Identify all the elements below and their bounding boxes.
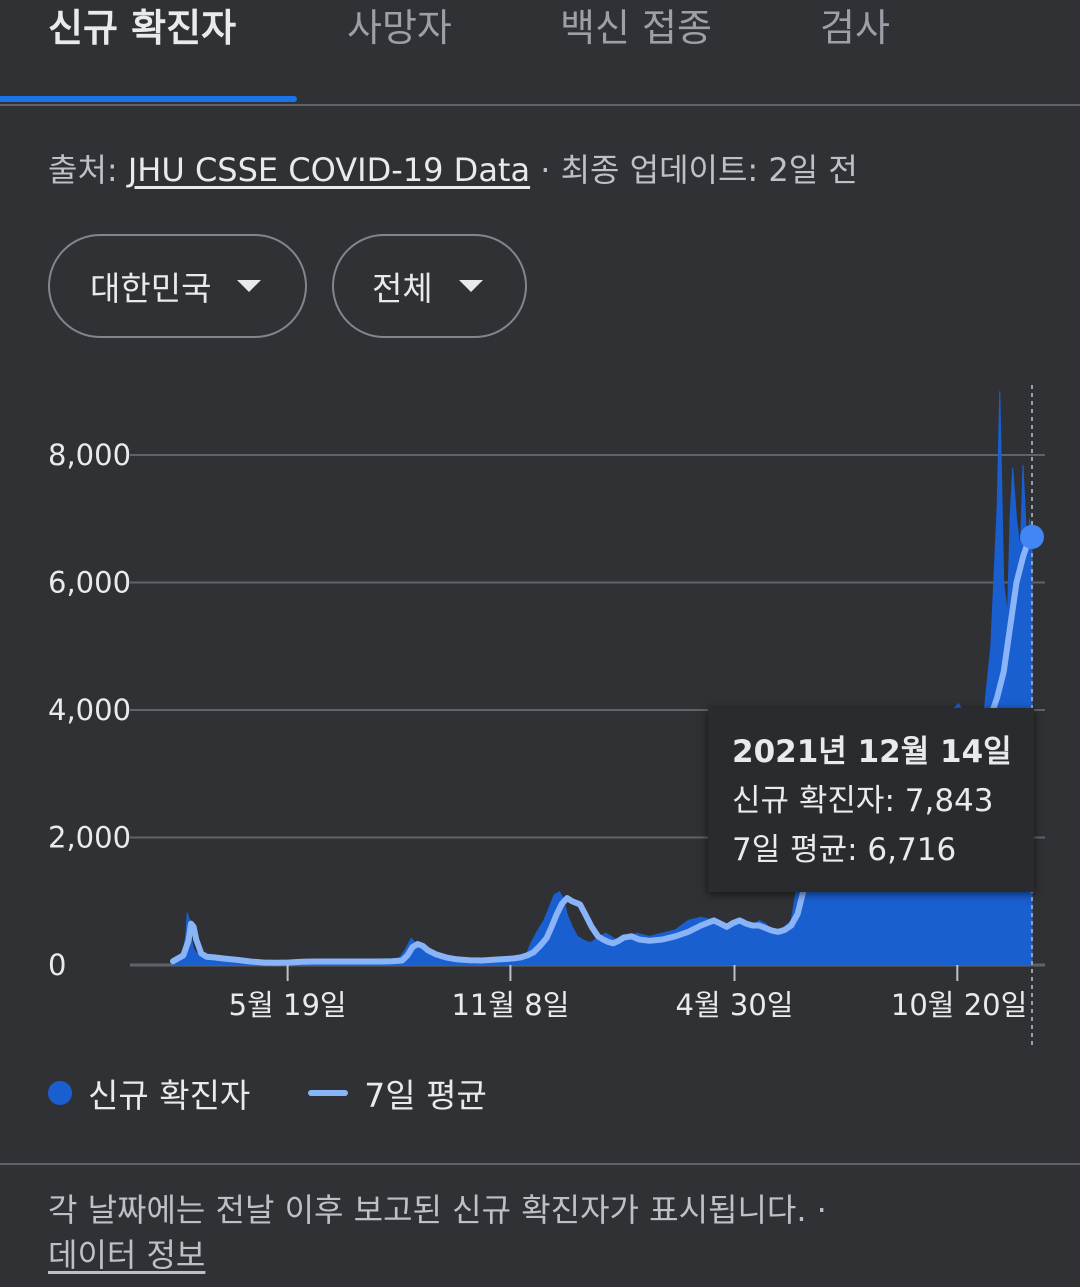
x-tick-label: 11월 8일 [451, 988, 569, 1022]
y-tick-label: 6,000 [48, 566, 131, 600]
metric-tabs: 신규 확진자 사망자 백신 접종 검사 [0, 0, 1080, 106]
legend-new-cases: 신규 확진자 [88, 1076, 251, 1115]
y-tick-label: 4,000 [48, 693, 131, 727]
tab-new-cases[interactable]: 신규 확진자 [48, 6, 237, 50]
tab-tests[interactable]: 검사 [820, 6, 890, 50]
caret-down-icon [458, 280, 483, 292]
x-tick-label: 10월 20일 [891, 988, 1027, 1022]
legend-7day-avg: 7일 평균 [364, 1076, 487, 1115]
footer-text: 각 날짜에는 전날 이후 보고된 신규 확진자가 표시됩니다. · [48, 1191, 827, 1229]
x-tick-label: 4월 30일 [676, 988, 794, 1022]
y-axis-labels: 0 2,000 4,000 6,000 8,000 [48, 438, 131, 982]
range-dropdown[interactable]: 전체 [332, 234, 527, 338]
cases-chart[interactable]: 0 2,000 4,000 6,000 8,000 5월 19일 11월 8일 4월 30일… [0, 370, 1080, 1060]
tooltip-average: 7일 평균: 6,716 [732, 832, 957, 868]
x-tick-label: 5월 19일 [229, 988, 347, 1022]
data-info-link[interactable]: 데이터 정보 [48, 1236, 206, 1274]
y-tick-label: 8,000 [48, 438, 131, 472]
footer-note: 각 날짜에는 전날 이후 보고된 신규 확진자가 표시됩니다. · 데이터 정보 [48, 1188, 1048, 1278]
country-dropdown[interactable]: 대한민국 [48, 234, 307, 338]
legend-line-icon [308, 1090, 349, 1096]
country-dropdown-label: 대한민국 [90, 269, 212, 308]
legend-dot-icon [48, 1081, 72, 1105]
source-prefix: 출처: [48, 151, 128, 189]
tab-vaccinations[interactable]: 백신 접종 [560, 6, 712, 50]
last-updated: · 최종 업데이트: 2일 전 [530, 151, 858, 189]
chart-tooltip: 2021년 12월 14일 신규 확진자: 7,843 7일 평균: 6,716 [708, 708, 1034, 892]
chart-legend: 신규 확진자 7일 평균 [48, 1068, 487, 1118]
tab-deaths[interactable]: 사망자 [347, 6, 452, 50]
tooltip-new-cases: 신규 확진자: 7,843 [732, 783, 994, 819]
source-link[interactable]: JHU CSSE COVID-19 Data [127, 151, 531, 189]
caret-down-icon [237, 280, 262, 292]
range-dropdown-label: 전체 [372, 269, 433, 308]
y-tick-label: 2,000 [48, 821, 131, 855]
source-line: 출처: JHU CSSE COVID-19 Data · 최종 업데이트: 2일… [48, 145, 858, 191]
y-tick-label: 0 [48, 948, 66, 982]
active-tab-indicator [0, 96, 297, 102]
divider [0, 1163, 1080, 1165]
x-axis-ticks: 5월 19일 11월 8일 4월 30일 10월 20일 [229, 965, 1027, 1022]
tooltip-date: 2021년 12월 14일 [732, 734, 1012, 770]
hover-point-marker [1020, 524, 1044, 549]
